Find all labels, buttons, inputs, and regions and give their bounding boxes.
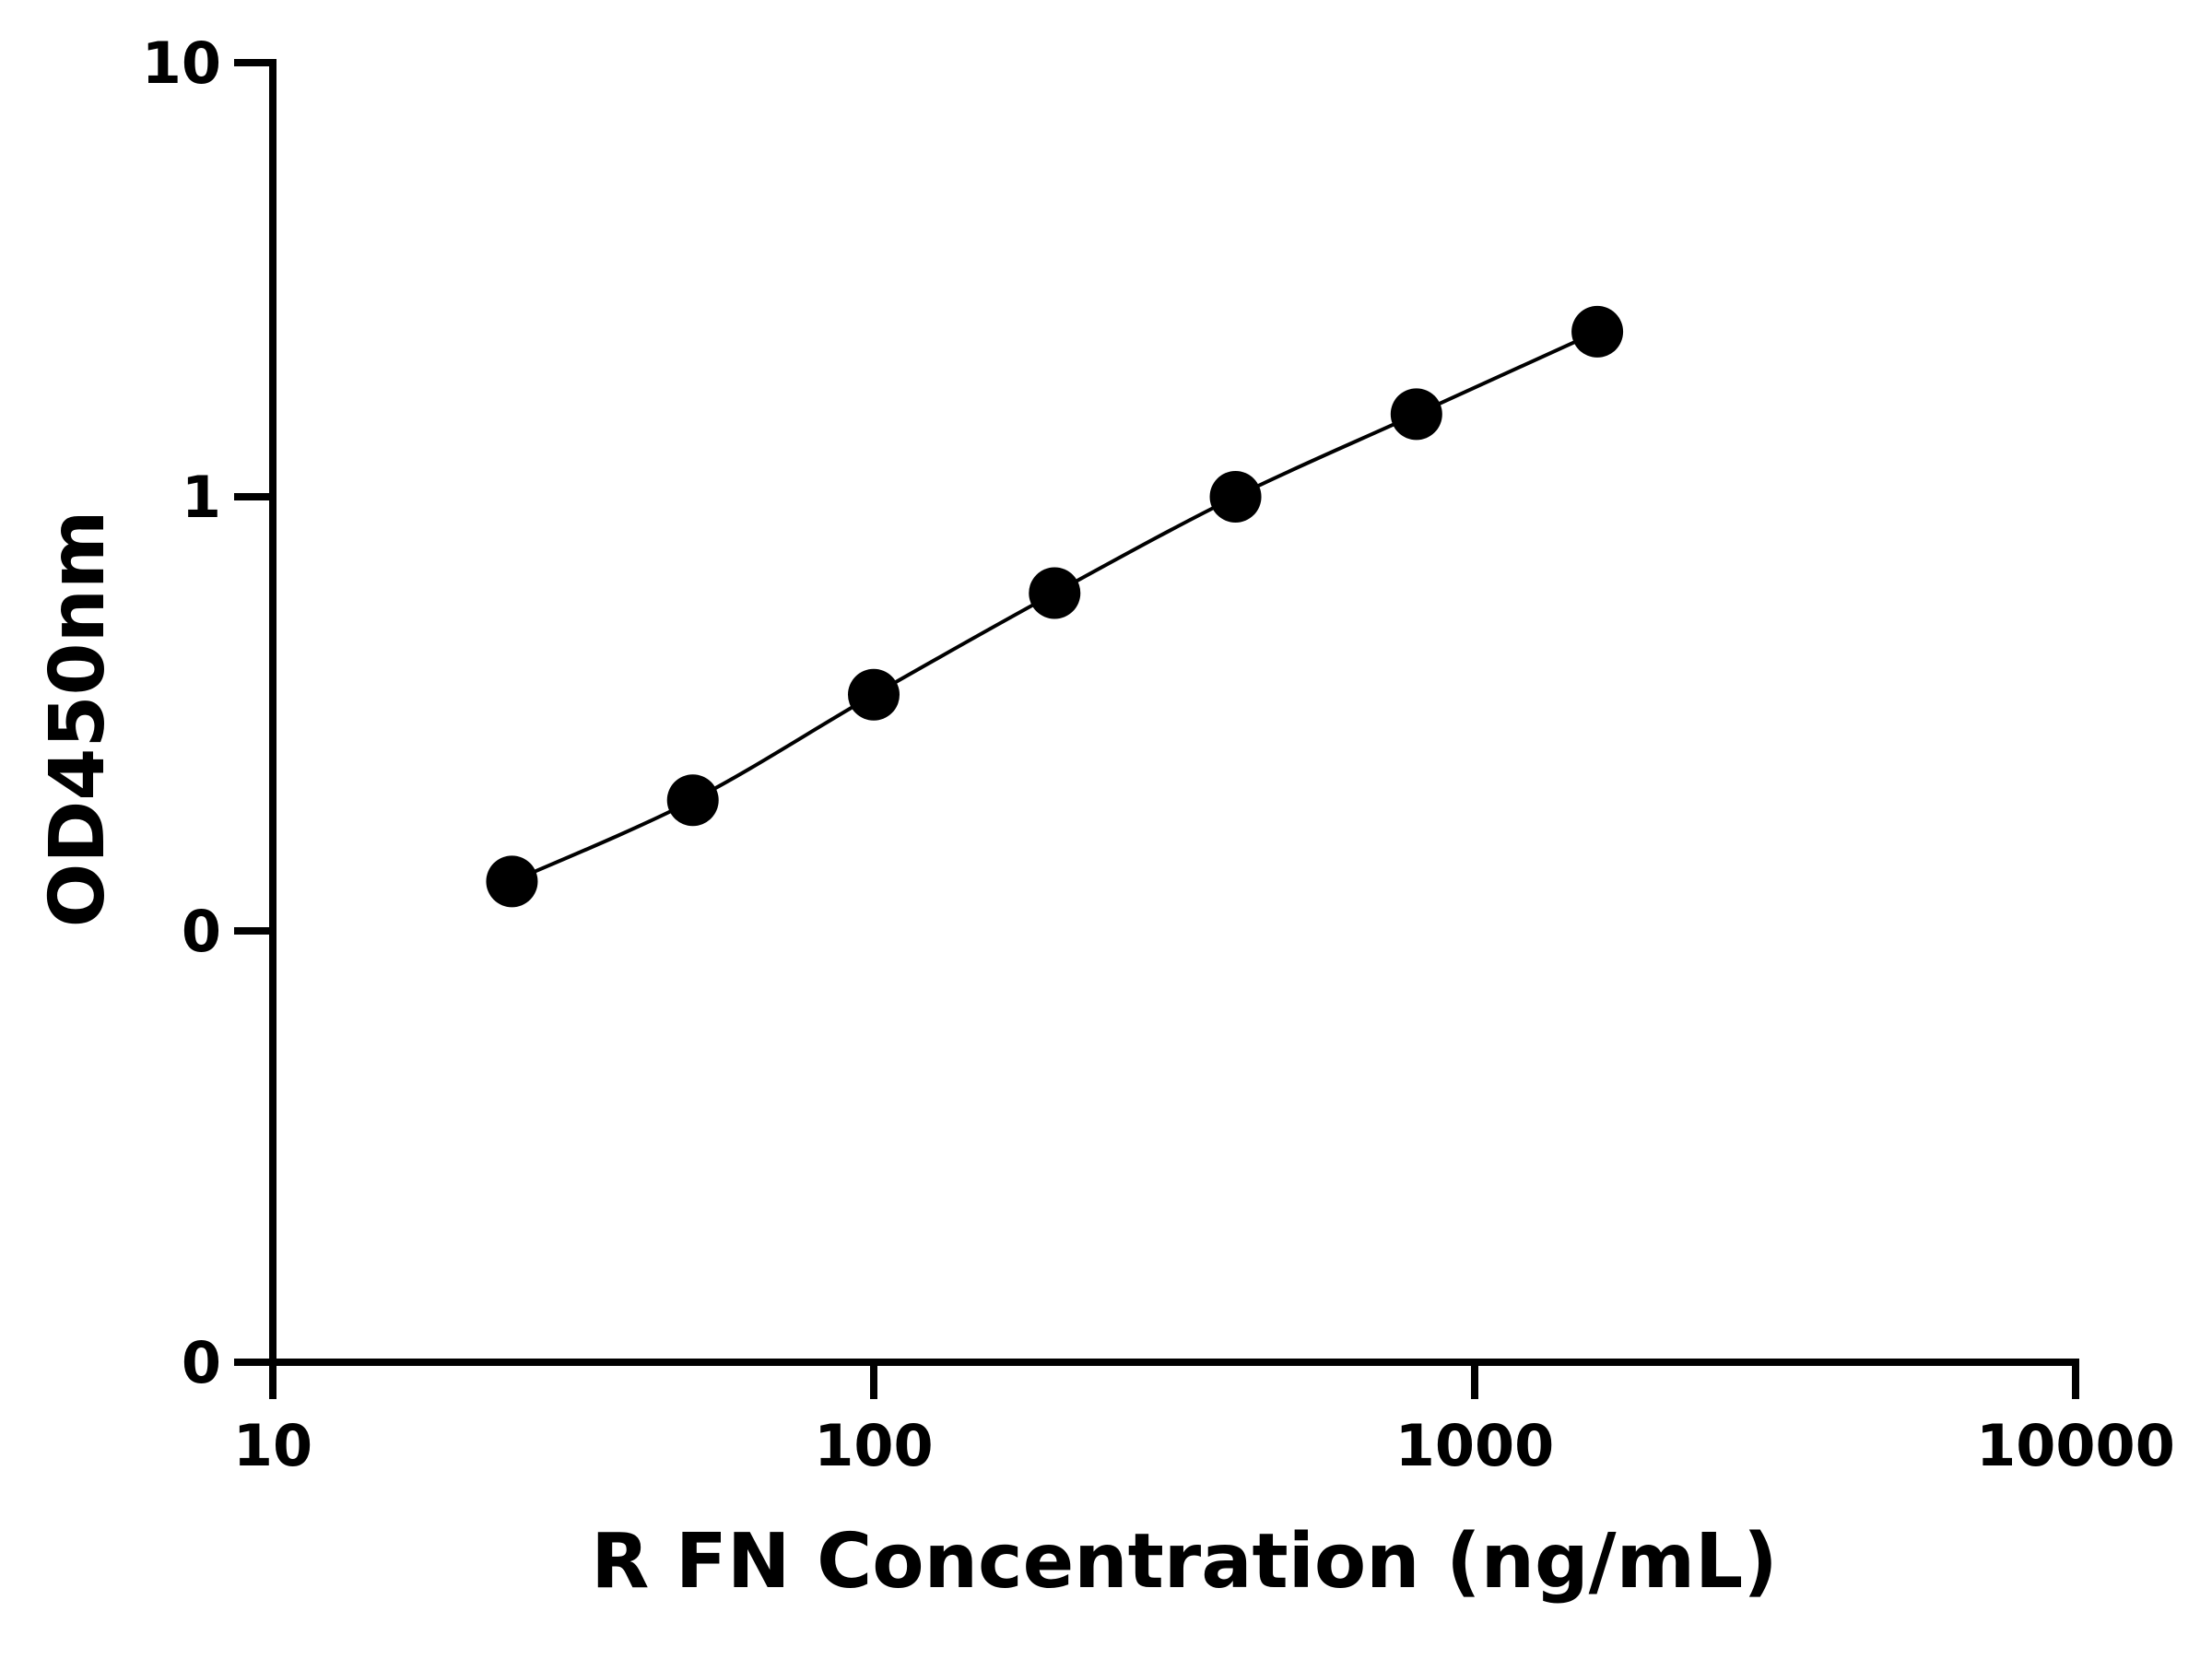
y-ticks: 0 0 1 10 bbox=[142, 29, 273, 1396]
x-axis-title: R FN Concentration (ng/mL) bbox=[591, 1518, 1778, 1606]
x-tick-label: 1000 bbox=[1395, 1412, 1555, 1479]
y-tick-label: 1 bbox=[182, 464, 221, 531]
y-tick-label: 0 bbox=[182, 898, 221, 965]
data-point bbox=[1571, 305, 1624, 358]
data-point bbox=[1029, 567, 1081, 619]
data-points bbox=[486, 305, 1624, 908]
data-point bbox=[1390, 388, 1442, 441]
y-tick-label: 10 bbox=[142, 29, 221, 97]
data-point bbox=[666, 774, 719, 827]
x-ticks: 10 100 1000 10000 bbox=[233, 1362, 2175, 1479]
x-tick-label: 100 bbox=[814, 1412, 933, 1479]
x-tick-label: 10000 bbox=[1976, 1412, 2175, 1479]
data-point bbox=[1209, 471, 1262, 523]
y-tick-label: 0 bbox=[182, 1329, 221, 1396]
data-point bbox=[486, 855, 538, 908]
x-tick-label: 10 bbox=[233, 1412, 312, 1479]
data-point bbox=[848, 668, 900, 721]
axes bbox=[269, 59, 2079, 1366]
y-axis-title: OD450nm bbox=[34, 511, 122, 928]
